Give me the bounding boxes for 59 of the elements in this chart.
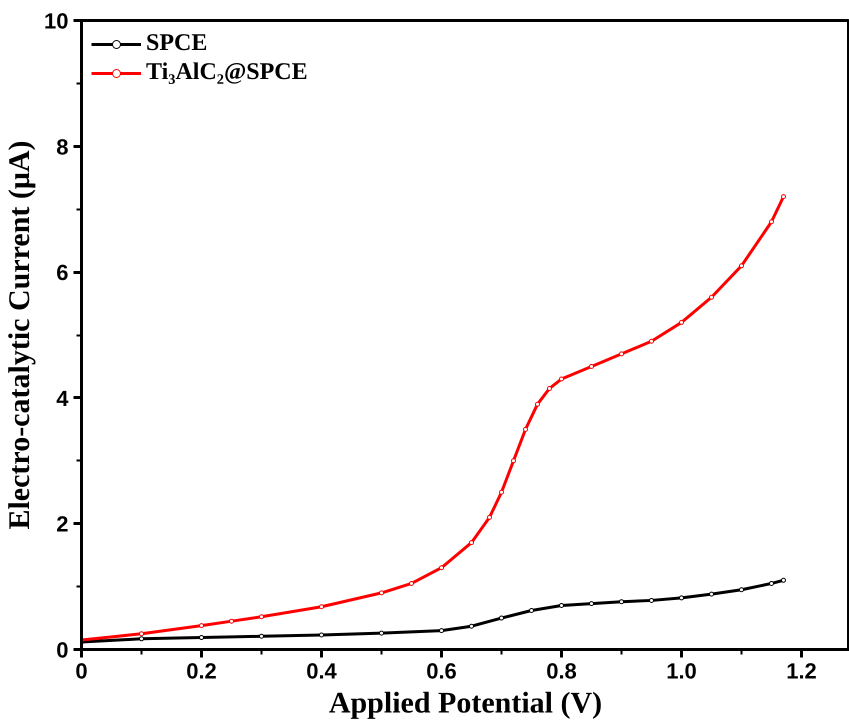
point: [379, 590, 384, 596]
point: [259, 634, 264, 639]
point: [547, 386, 552, 391]
legend-label: SPCE: [146, 30, 208, 57]
point: [559, 602, 564, 608]
point: [379, 630, 384, 636]
point: [769, 219, 774, 224]
point: [439, 628, 444, 634]
point: [709, 294, 714, 300]
y-axis-title: Electro-catalytic Current (μA): [3, 140, 36, 530]
point: [679, 320, 684, 325]
point: [319, 604, 324, 610]
x-tick-label: 0.6: [426, 658, 457, 684]
point: [511, 458, 516, 464]
point: [589, 601, 594, 606]
point: [259, 614, 264, 620]
point: [535, 402, 540, 407]
point: [619, 351, 624, 356]
point: [649, 598, 654, 603]
point: [139, 636, 144, 642]
y-tick-label: 8: [56, 134, 69, 160]
point: [469, 540, 474, 546]
y-tick-label: 6: [56, 260, 69, 286]
point: [523, 426, 528, 432]
point: [199, 623, 204, 628]
point: [739, 587, 744, 592]
point: [649, 338, 654, 344]
point: [499, 616, 504, 621]
point: [319, 632, 324, 638]
point: [619, 599, 624, 604]
point: [781, 194, 786, 200]
y-tick-label: 4: [56, 386, 70, 411]
x-tick-label: 1.0: [666, 658, 697, 684]
point: [679, 595, 684, 600]
point: [199, 635, 204, 640]
point: [487, 514, 492, 520]
x-tick-label: 0: [75, 658, 88, 684]
point: [559, 376, 564, 382]
point: [229, 618, 234, 624]
point: [529, 608, 534, 613]
y-tick-label: 0: [56, 638, 69, 662]
x-tick-label: 1.2: [786, 658, 817, 684]
x-tick-label: 0.4: [306, 658, 338, 684]
y-tick-label: 2: [56, 512, 69, 537]
point: [439, 565, 444, 570]
point: [589, 364, 594, 369]
point: [739, 263, 744, 268]
point: [781, 578, 786, 583]
point: [499, 490, 504, 495]
x-tick-label: 0.8: [546, 658, 577, 684]
legend-label: Ti₃AlC₂@SPCE: [146, 59, 308, 86]
y-tick-label: 10: [44, 8, 69, 34]
x-axis-title: Applied Potential (V): [328, 686, 602, 720]
point: [469, 624, 474, 629]
point: [409, 580, 414, 586]
x-tick-label: 0.2: [186, 658, 217, 684]
point: [709, 592, 714, 597]
point: [769, 580, 774, 586]
point: [139, 631, 144, 636]
